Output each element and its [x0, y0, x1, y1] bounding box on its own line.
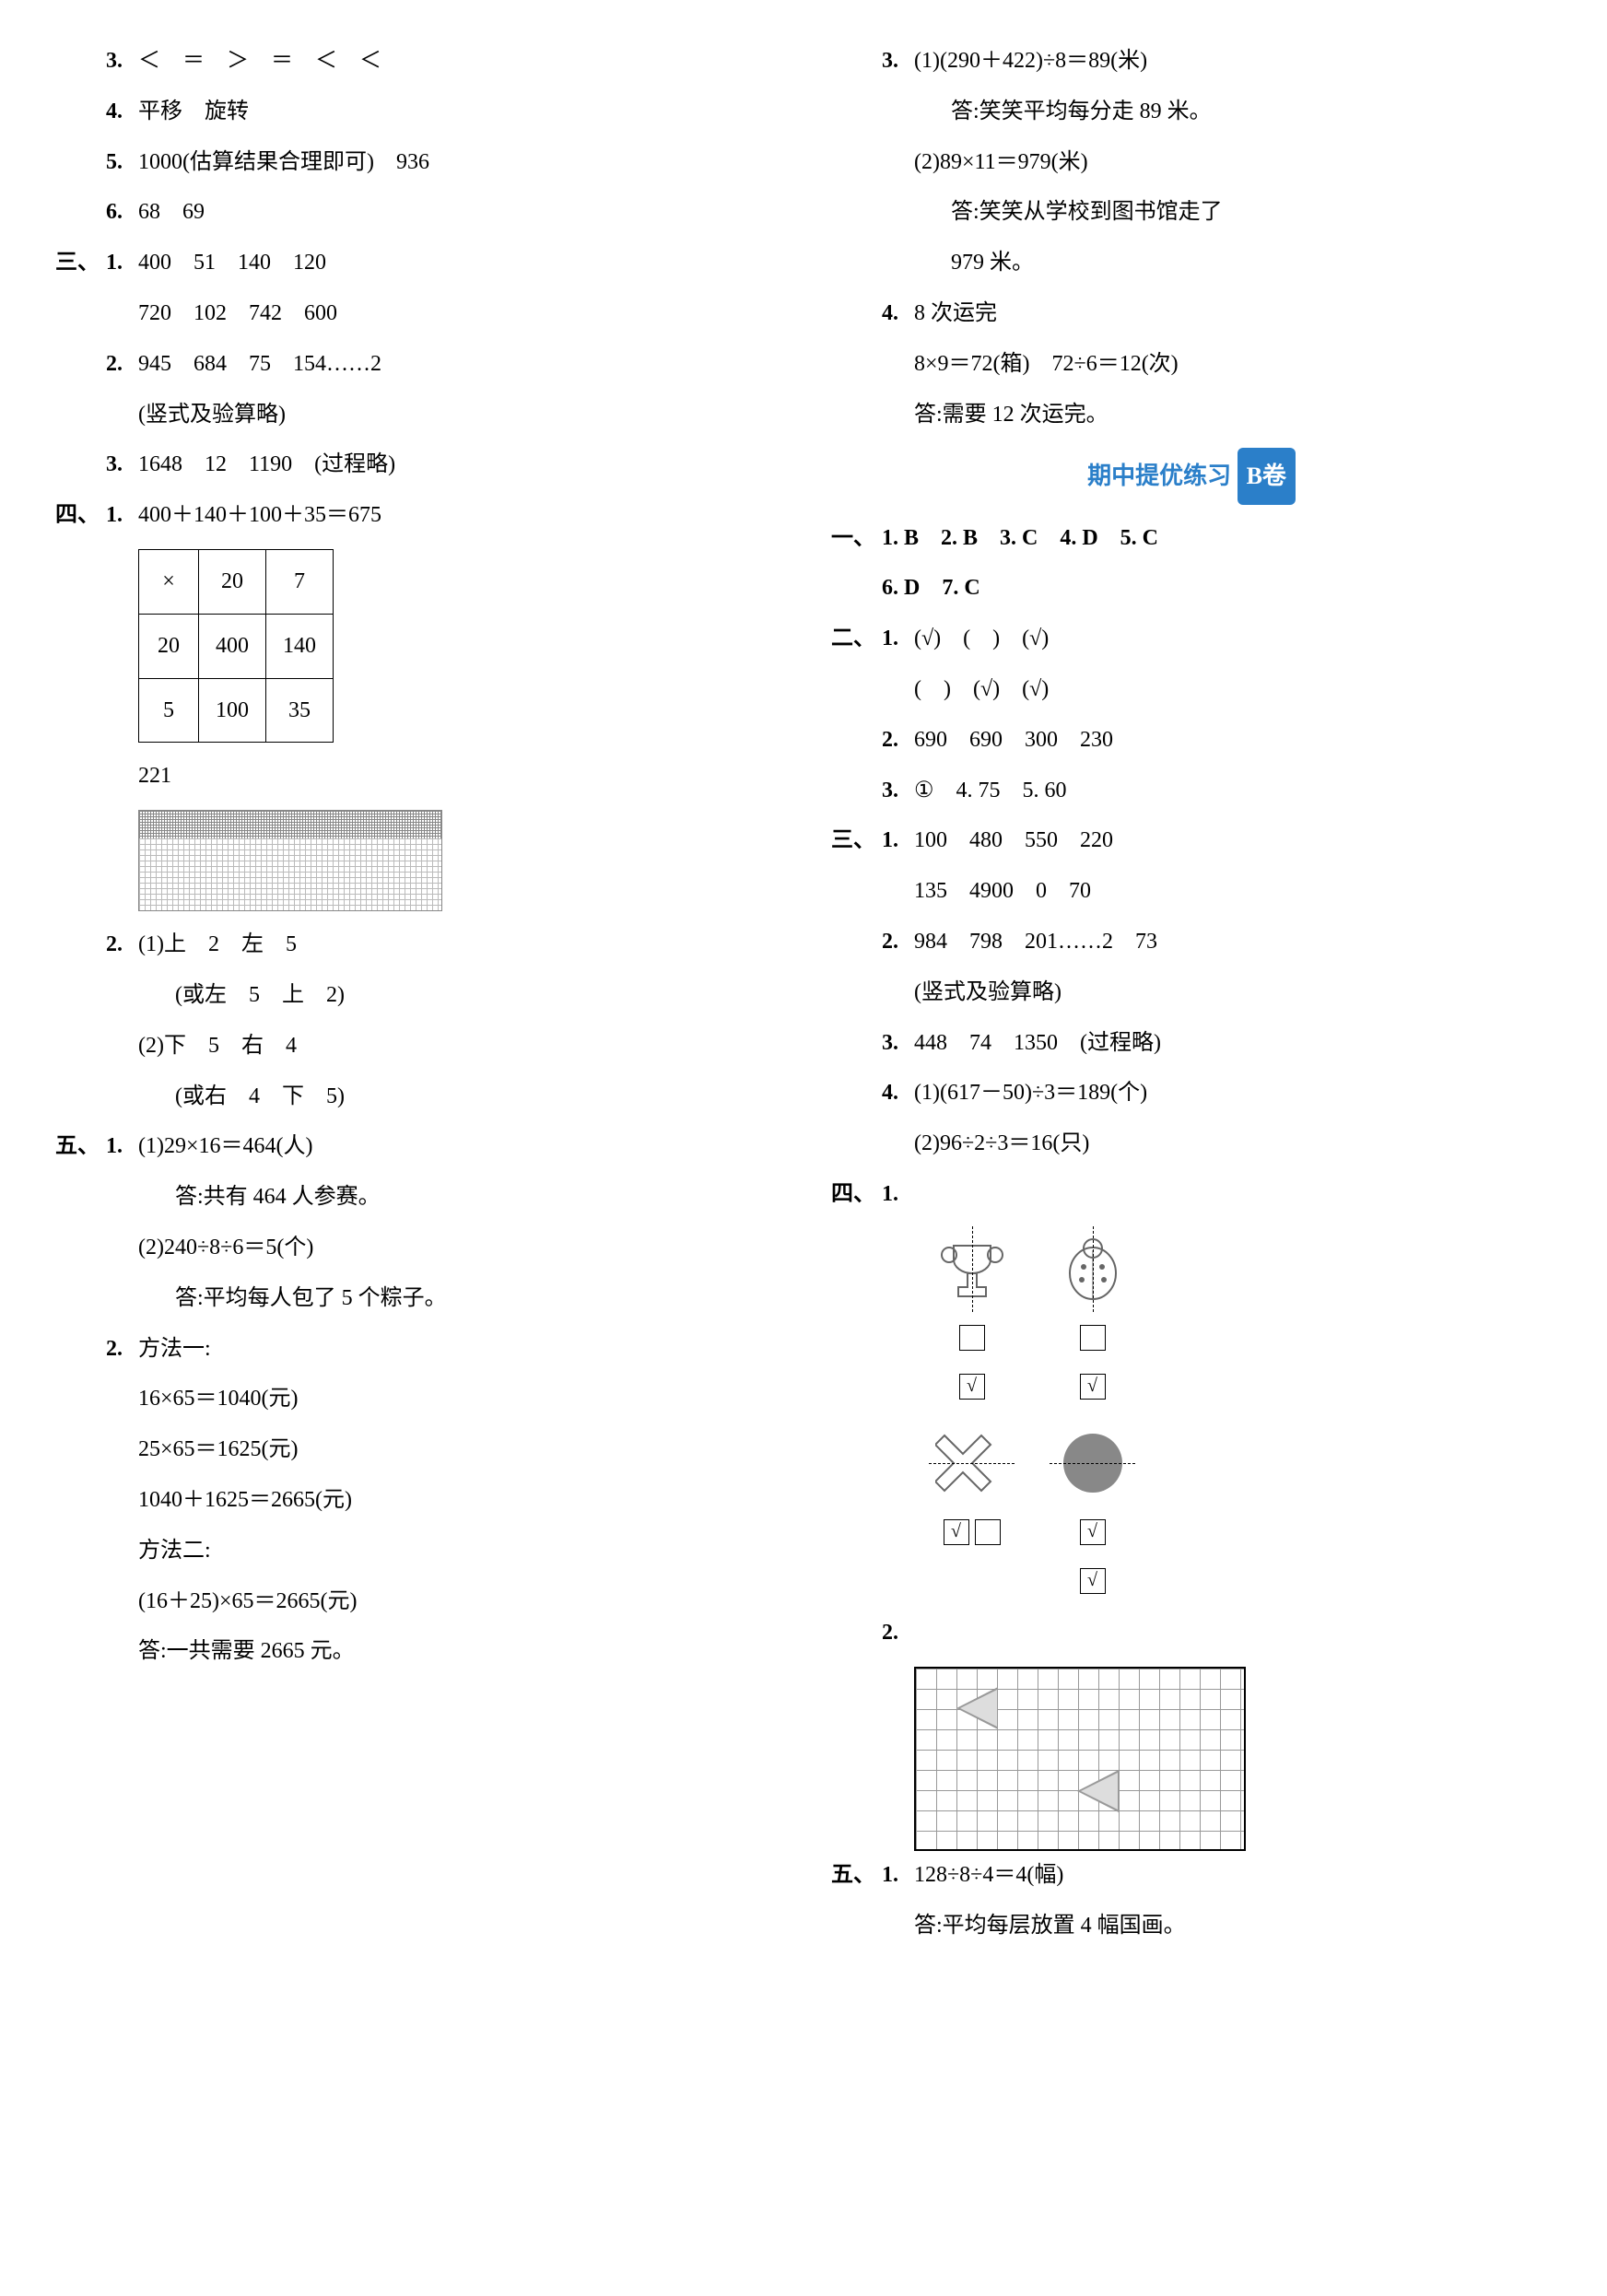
checkbox-empty: [959, 1325, 985, 1351]
section-5-1: 五、1.(1)29×16＝464(人): [55, 1122, 776, 1171]
right-column: 3.(1)(290＋422)÷8＝89(米) 答:笑笑平均每分走 89 米。 (…: [831, 37, 1552, 1951]
r-item-4b: 8×9＝72(箱) 72÷6＝12(次): [831, 340, 1552, 389]
ladybug-icon: √: [1049, 1225, 1136, 1411]
r-s1: 一、1. B 2. B 3. C 4. D 5. C: [831, 514, 1552, 563]
section-5-2: 2.方法一:: [55, 1325, 776, 1374]
r-s4-2: 2.: [831, 1609, 1552, 1658]
section-5-2d: 1040＋1625＝2665(元): [55, 1476, 776, 1525]
section-5-2c: 25×65＝1625(元): [55, 1425, 776, 1474]
circle-icon: √ √: [1049, 1419, 1136, 1604]
r-s2-3: 3.① 4. 75 5. 60: [831, 767, 1552, 815]
r-s5-1: 五、1.128÷8÷4＝4(幅): [831, 1851, 1552, 1900]
section-4-1: 四、1.400＋140＋100＋35＝675: [55, 491, 776, 540]
r-s2-2: 2.690 690 300 230: [831, 716, 1552, 765]
item-6: 6.68 69: [55, 188, 776, 237]
section-5-1b: 答:共有 464 人参赛。: [55, 1173, 776, 1222]
r-item-3d: 答:笑笑从学校到图书馆走了: [831, 188, 1552, 237]
section-4-2b: (或左 5 上 2): [55, 971, 776, 1020]
left-column: 3.＜ ＝ ＞ ＝ ＜ ＜ 4.平移 旋转 5.1000(估算结果合理即可) 9…: [55, 37, 776, 1951]
checkbox-empty: [1080, 1325, 1106, 1351]
r-s3-2: 2.984 798 201……2 73: [831, 918, 1552, 966]
r-s3-1b: 135 4900 0 70: [831, 867, 1552, 916]
r-item-4c: 答:需要 12 次运完。: [831, 391, 1552, 439]
item-4: 4.平移 旋转: [55, 88, 776, 136]
val-221: 221: [55, 752, 776, 801]
section-3-2b: (竖式及验算略): [55, 391, 776, 439]
checkbox-checked: √: [959, 1374, 985, 1400]
r-s2-1b: ( ) (√) (√): [831, 665, 1552, 714]
triangle-icon: [956, 1687, 998, 1729]
section-5-1d: 答:平均每人包了 5 个粽子。: [55, 1274, 776, 1323]
r-item-4: 4.8 次运完: [831, 289, 1552, 338]
r-s5-1b: 答:平均每层放置 4 幅国画。: [831, 1902, 1552, 1950]
r-s1b: 6. D 7. C: [831, 564, 1552, 613]
item-3: 3.＜ ＝ ＞ ＝ ＜ ＜: [55, 37, 776, 86]
r-s2-1: 二、1.(√) ( ) (√): [831, 615, 1552, 663]
section-5-2f: (16＋25)×65＝2665(元): [55, 1577, 776, 1626]
trophy-icon: √: [928, 1225, 1015, 1411]
r-s3-2b: (竖式及验算略): [831, 968, 1552, 1017]
r-s3-4b: (2)96÷2÷3＝16(只): [831, 1119, 1552, 1168]
section-5-1c: (2)240÷8÷6＝5(个): [55, 1224, 776, 1272]
r-s3-3: 3.448 74 1350 (过程略): [831, 1019, 1552, 1068]
r-s4-1: 四、1.: [831, 1170, 1552, 1219]
checkbox-checked: √: [1080, 1568, 1106, 1594]
grid-blocks-image: [138, 810, 442, 911]
section-5-2g: 答:一共需要 2665 元。: [55, 1627, 776, 1676]
item-5: 5.1000(估算结果合理即可) 936: [55, 138, 776, 187]
r-item-3b: 答:笑笑平均每分走 89 米。: [831, 88, 1552, 136]
section-3-2: 2.945 684 75 154……2: [55, 340, 776, 389]
grid-triangles: [914, 1667, 1246, 1851]
r-item-3: 3.(1)(290＋422)÷8＝89(米): [831, 37, 1552, 86]
symmetry-row-1: √ √: [914, 1221, 1552, 1415]
badge-b: B卷: [1238, 448, 1296, 504]
section-3-1: 三、1.400 51 140 120: [55, 239, 776, 287]
section-5-2b: 16×65＝1040(元): [55, 1375, 776, 1423]
section-title: 期中提优练习 B卷: [831, 448, 1552, 504]
checkbox-empty: [975, 1519, 1001, 1545]
section-4-2c: (2)下 5 右 4: [55, 1022, 776, 1071]
checkbox-checked: √: [1080, 1374, 1106, 1400]
r-item-3e: 979 米。: [831, 239, 1552, 287]
section-3-1b: 720 102 742 600: [55, 289, 776, 338]
section-3-3: 3.1648 12 1190 (过程略): [55, 440, 776, 489]
checkbox-checked: √: [944, 1519, 969, 1545]
section-4-2: 2.(1)上 2 左 5: [55, 920, 776, 969]
r-s3-1: 三、1.100 480 550 220: [831, 816, 1552, 865]
checkbox-checked: √: [1080, 1519, 1106, 1545]
r-item-3c: (2)89×11＝979(米): [831, 138, 1552, 187]
triangle-icon: [1077, 1770, 1119, 1812]
multiplication-table: ×207 20400140 510035: [138, 549, 334, 743]
section-5-2e: 方法二:: [55, 1527, 776, 1576]
section-4-2d: (或右 4 下 5): [55, 1072, 776, 1121]
symmetry-row-2: √ √ √: [914, 1414, 1552, 1609]
r-s3-4: 4.(1)(617－50)÷3＝189(个): [831, 1069, 1552, 1118]
arrows-icon: √: [928, 1419, 1015, 1555]
